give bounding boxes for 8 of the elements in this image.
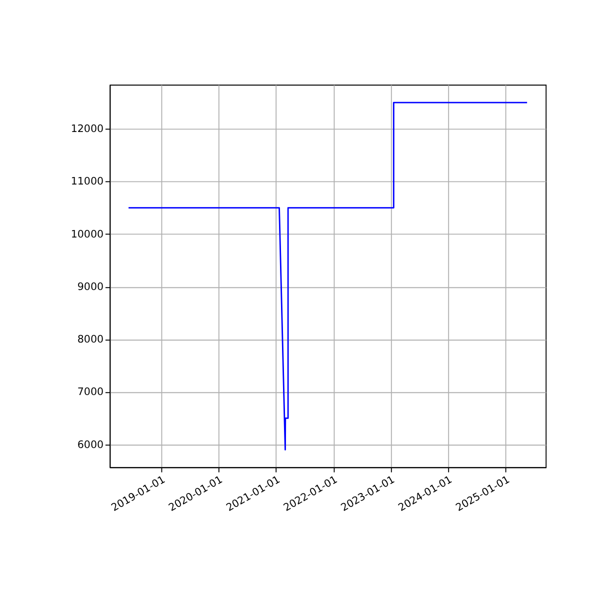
y-tick-label: 11000 xyxy=(70,176,104,188)
y-tick-label: 12000 xyxy=(70,123,104,136)
y-tick-label: 9000 xyxy=(77,280,104,293)
line-series xyxy=(128,102,528,450)
y-tick-label: 7000 xyxy=(77,386,104,398)
y-tick-label: 8000 xyxy=(77,334,104,346)
y-tick-label: 6000 xyxy=(77,438,104,451)
y-tick-label: 10000 xyxy=(70,228,104,240)
